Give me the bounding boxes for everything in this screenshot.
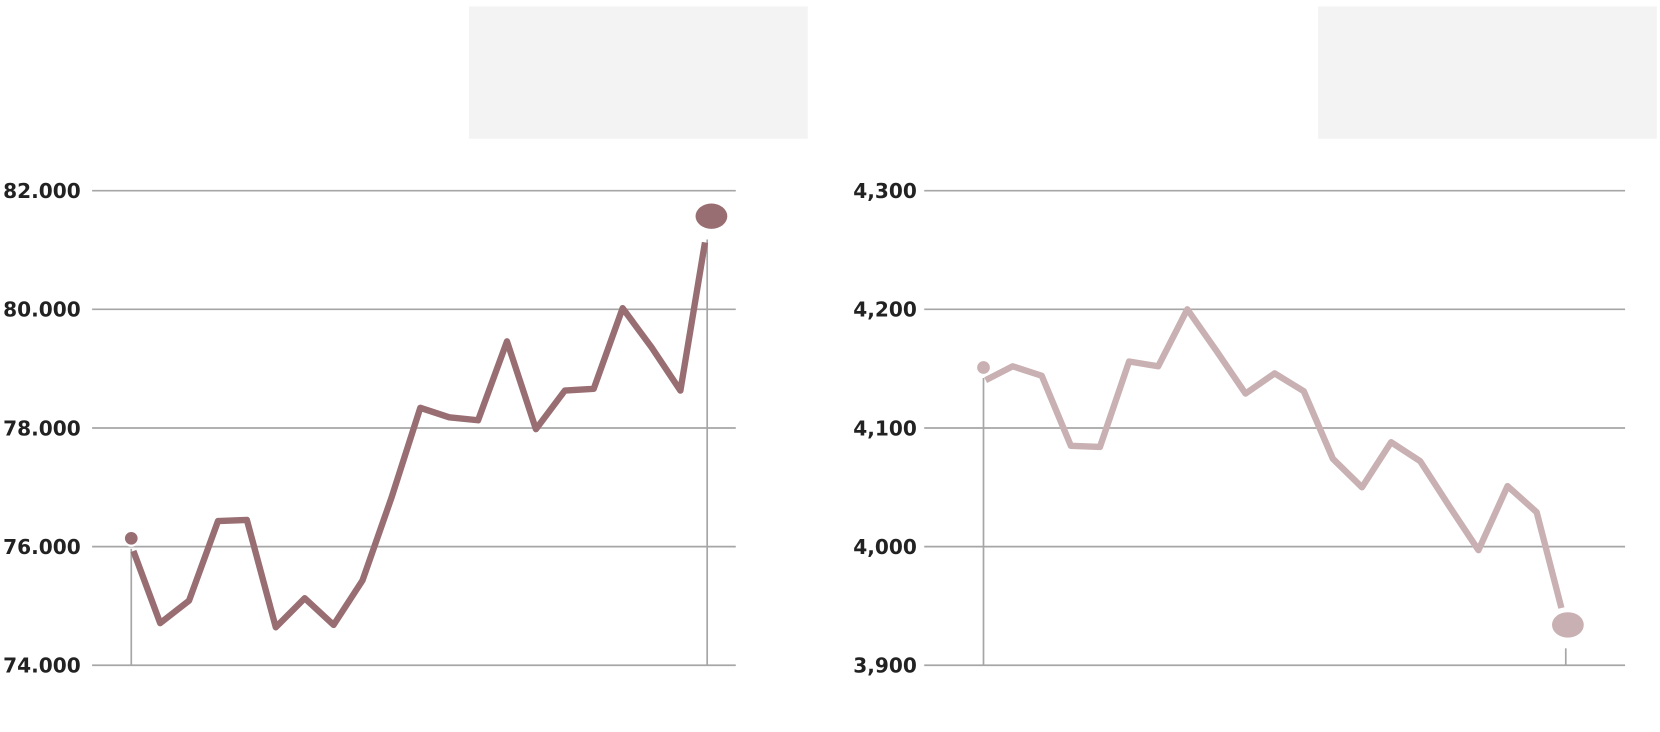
start-point-dot bbox=[975, 358, 992, 376]
y-tick-label: 76.000 bbox=[3, 535, 81, 559]
y-tick-label: 4,200 bbox=[853, 298, 917, 322]
y-tick-label: 4,100 bbox=[853, 416, 917, 440]
end-point-dot bbox=[1552, 612, 1584, 638]
y-tick-label: 82.000 bbox=[3, 179, 81, 203]
y-tick-label: 3,900 bbox=[853, 654, 917, 678]
right-chart: 3,900 4,000 4,100 4,200 4,300 bbox=[853, 179, 1626, 678]
series-line bbox=[984, 306, 1565, 609]
y-tick-label: 4,300 bbox=[853, 179, 917, 203]
y-tick-label: 78.000 bbox=[3, 416, 81, 440]
start-point-dot bbox=[122, 529, 140, 547]
y-tick-label: 74.000 bbox=[3, 654, 81, 678]
end-point-dot bbox=[695, 203, 728, 229]
series-line bbox=[130, 241, 709, 631]
left-chart: 74.000 76.000 78.000 80.000 82.000 bbox=[3, 179, 736, 678]
y-tick-label: 80.000 bbox=[3, 298, 81, 322]
placeholder-box-right bbox=[1318, 6, 1657, 139]
placeholder-box-left bbox=[468, 6, 808, 139]
y-tick-label: 4,000 bbox=[853, 535, 917, 559]
